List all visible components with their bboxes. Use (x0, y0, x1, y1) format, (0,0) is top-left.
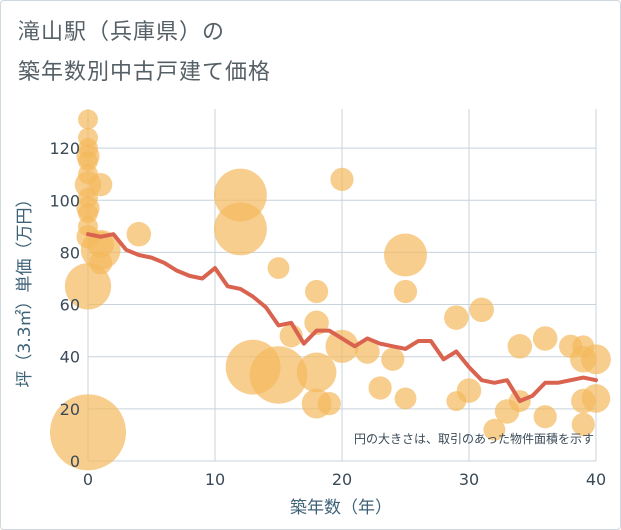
data-point (532, 326, 558, 351)
trend-line (86, 232, 598, 404)
data-point (267, 257, 290, 279)
data-point (393, 279, 418, 304)
data-point (533, 405, 557, 429)
data-point (444, 305, 469, 330)
data-point (325, 329, 359, 363)
y-ticks: 0 20 40 60 80 100 120 (49, 139, 80, 471)
x-tick-label: 40 (586, 470, 606, 489)
data-point (368, 376, 392, 400)
y-tick-label: 80 (60, 243, 80, 262)
chart-title-line2: 築年数別中古戸建て価格 (18, 60, 272, 85)
data-point (317, 392, 341, 416)
x-ticks: 0 10 20 30 40 (83, 470, 606, 489)
y-tick-label: 20 (60, 400, 80, 419)
x-tick-label: 20 (332, 470, 352, 489)
data-point (581, 384, 611, 413)
data-point (381, 347, 405, 371)
x-axis-label: 築年数（年） (290, 498, 392, 518)
data-point (89, 251, 113, 275)
data-point (469, 297, 494, 323)
data-point (456, 378, 482, 403)
x-tick-label: 10 (205, 470, 225, 489)
size-note: 円の大きさは、取引のあった物件面積を示す (354, 431, 594, 446)
data-point (126, 221, 152, 247)
bubbles (50, 109, 611, 471)
chart-title-line1: 滝山駅（兵庫県）の (18, 20, 226, 45)
data-point (571, 412, 595, 437)
data-point (213, 202, 267, 256)
data-point (394, 387, 417, 410)
data-point (296, 352, 337, 393)
data-point (330, 167, 354, 191)
data-point (89, 173, 113, 197)
data-point (78, 109, 98, 130)
y-tick-label: 100 (49, 191, 80, 210)
y-axis-label: 坪（3.3㎡）単価（万円） (15, 190, 35, 387)
y-tick-label: 0 (70, 452, 80, 471)
data-point (64, 263, 112, 310)
data-point (249, 346, 308, 404)
data-point (483, 418, 506, 441)
data-point (50, 394, 126, 471)
x-tick-label: 30 (459, 470, 479, 489)
y-tick-label: 40 (60, 348, 80, 367)
y-tick-label: 60 (60, 296, 80, 315)
data-point (507, 334, 533, 359)
data-point (581, 344, 611, 375)
data-point (305, 279, 329, 304)
data-point (384, 233, 427, 277)
x-tick-label: 0 (83, 470, 93, 489)
data-point (355, 339, 380, 364)
y-tick-label: 120 (49, 139, 80, 158)
